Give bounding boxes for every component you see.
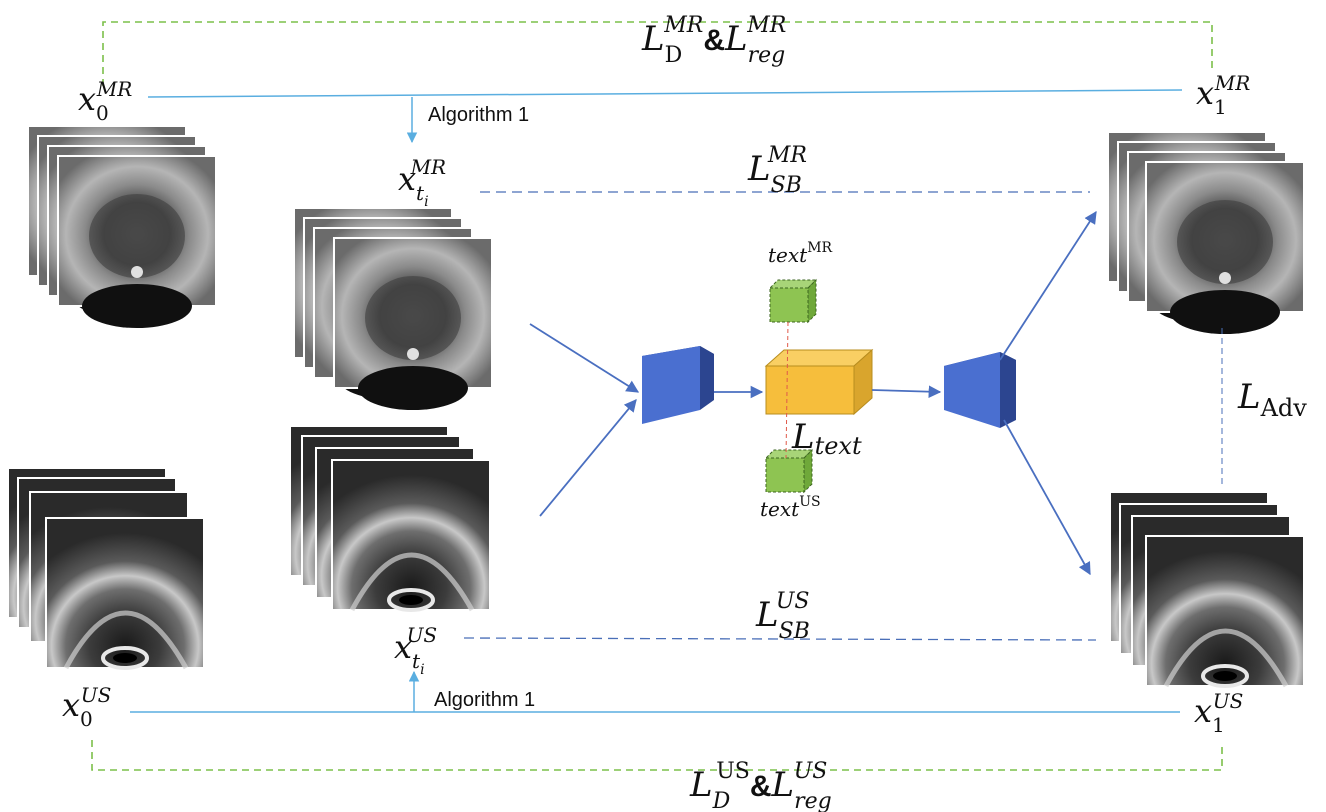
l-text-label: Ltext <box>791 417 862 460</box>
input-arrow-us <box>539 399 637 517</box>
xti-us-label: xtiUS <box>394 623 437 678</box>
top-loss-label: LDMR&LregMR <box>641 13 786 68</box>
lsb-us-dashed <box>463 637 1097 641</box>
x1-us-label: x1US <box>1194 689 1243 737</box>
bottom-loss-label: LDUS&LregUS <box>689 759 832 812</box>
us-xti-stack <box>290 426 490 610</box>
input-arrow-mr <box>529 323 640 393</box>
text-us-label: textUS <box>760 494 821 521</box>
x0-mr-label: x0MR <box>78 77 132 125</box>
output-arrow-mr <box>999 210 1097 361</box>
encoder-block <box>642 346 714 424</box>
mr-x0-stack <box>27 125 217 329</box>
mr-x1-stack <box>1107 131 1305 335</box>
algorithm-label-bottom: Algorithm 1 <box>434 689 535 711</box>
text-connector-dashed <box>785 321 789 459</box>
lsb-us-label: LSBUS <box>755 589 810 644</box>
lsb-mr-label: LSBMR <box>747 143 807 198</box>
top-loss-connector <box>102 21 1213 86</box>
bottleneck-to-decoder-arrow <box>871 385 942 398</box>
us-x0-stack <box>8 468 204 668</box>
text-us-cube <box>764 448 814 494</box>
us-x1-stack <box>1110 492 1304 686</box>
bottleneck-cube <box>764 348 874 416</box>
xti-mr-label: xtiMR <box>398 155 446 210</box>
bottom-loss-connector <box>91 740 1223 771</box>
text-mr-cube <box>768 278 818 324</box>
l-adv-label: LAdv <box>1237 377 1307 422</box>
mr-endpoint-line <box>147 89 1183 98</box>
decoder-block <box>944 352 1016 428</box>
output-arrow-us <box>1003 419 1091 576</box>
algorithm-label-top: Algorithm 1 <box>428 104 529 126</box>
x0-us-label: x0US <box>62 683 111 731</box>
mr-xti-stack <box>293 207 493 411</box>
x1-mr-label: x1MR <box>1196 71 1250 119</box>
text-mr-label: textMR <box>768 240 833 267</box>
